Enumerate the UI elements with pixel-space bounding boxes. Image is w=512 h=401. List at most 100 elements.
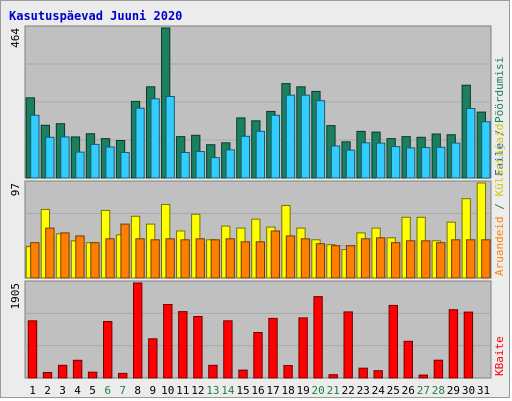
bar-faile-day-11 — [180, 152, 190, 179]
bar-aruandeid-day-26 — [406, 240, 416, 279]
bar-kbaite-day-21 — [328, 374, 338, 379]
bar-faile-day-25 — [391, 146, 401, 179]
bar-aruandeid-day-19 — [300, 238, 311, 279]
bar-kbaite-day-14 — [223, 320, 233, 379]
panel-middle-legend: Aruandeid / Külastajaid — [493, 124, 506, 276]
x-tick-label-4: 4 — [74, 384, 81, 397]
bar-kbaite-day-29 — [448, 309, 459, 379]
x-tick-label-11: 11 — [176, 384, 189, 397]
bar-faile-day-20 — [315, 100, 326, 179]
bar-aruandeid-day-5 — [90, 242, 100, 279]
bar-kbaite-day-1 — [27, 320, 38, 379]
bar-kbaite-day-13 — [208, 364, 218, 379]
bar-faile-day-23 — [360, 142, 371, 179]
bar-aruandeid-day-9 — [150, 239, 160, 279]
bar-kbaite-day-18 — [283, 365, 293, 379]
bar-kbaite-day-5 — [87, 371, 98, 379]
panel-bottom: 1905 KBaite — [9, 280, 506, 379]
bar-kbaite-day-2 — [42, 372, 53, 379]
bar-faile-day-6 — [105, 146, 115, 179]
bar-faile-day-29 — [451, 142, 461, 179]
x-tick-label-1: 1 — [29, 384, 36, 397]
bar-faile-day-12 — [195, 151, 205, 179]
x-tick-label-10: 10 — [161, 384, 174, 397]
panel-top: 464 Faile / Pöördumisi — [9, 25, 506, 179]
bar-kbaite-day-27 — [418, 374, 429, 379]
bar-aruandeid-day-7 — [120, 223, 130, 279]
legend-pöördumisi: Pöördumisi — [493, 57, 506, 123]
x-tick-label-19: 19 — [296, 384, 309, 397]
bar-faile-day-22 — [345, 149, 356, 179]
bar-kbaite-day-28 — [433, 359, 444, 379]
legend-kbaite: KBaite — [493, 336, 506, 376]
bar-aruandeid-day-11 — [180, 239, 190, 279]
x-tick-label-2: 2 — [44, 384, 51, 397]
bar-faile-day-2 — [45, 136, 55, 179]
bar-faile-day-8 — [135, 107, 145, 179]
panel-middle-ymax-label: 97 — [9, 183, 22, 196]
bar-faile-day-27 — [421, 147, 431, 179]
bar-aruandeid-day-14 — [225, 238, 235, 279]
bar-aruandeid-day-25 — [391, 242, 401, 279]
bar-aruandeid-day-3 — [60, 232, 70, 279]
bar-kbaite-day-7 — [118, 372, 128, 379]
bar-faile-day-19 — [300, 94, 311, 179]
bar-faile-day-15 — [240, 135, 250, 179]
x-tick-label-30: 30 — [462, 384, 475, 397]
x-tick-label-28: 28 — [432, 384, 445, 397]
bar-aruandeid-day-10 — [165, 238, 175, 279]
bar-aruandeid-day-30 — [466, 239, 476, 279]
panel-bottom-legend: KBaite — [493, 336, 506, 376]
bar-faile-day-30 — [466, 108, 476, 179]
chart-panels: 464 Faile / Pöördumisi 97 Aruandeid / Külas… — [9, 25, 506, 379]
x-tick-label-7: 7 — [119, 384, 126, 397]
bar-kbaite-day-12 — [193, 316, 203, 379]
bar-faile-day-21 — [330, 145, 341, 179]
chart-title: Kasutuspäevad Juuni 2020 — [9, 9, 182, 23]
bar-kbaite-day-22 — [343, 311, 353, 379]
x-tick-label-18: 18 — [281, 384, 294, 397]
legend-faile: Faile — [493, 143, 506, 176]
panel-top-ymax-label: 464 — [9, 28, 22, 48]
bar-aruandeid-day-12 — [195, 238, 205, 279]
bar-kbaite-day-26 — [403, 340, 414, 379]
x-tick-label-15: 15 — [236, 384, 249, 397]
bar-faile-day-28 — [436, 146, 446, 179]
x-tick-label-31: 31 — [477, 384, 490, 397]
x-tick-label-9: 9 — [149, 384, 156, 397]
x-tick-label-25: 25 — [387, 384, 400, 397]
bar-aruandeid-day-2 — [45, 227, 55, 279]
x-tick-label-12: 12 — [191, 384, 204, 397]
x-tick-label-6: 6 — [104, 384, 111, 397]
x-tick-label-16: 16 — [251, 384, 264, 397]
bar-aruandeid-day-31 — [481, 239, 491, 279]
bar-kbaite-day-16 — [253, 332, 263, 379]
bar-faile-day-1 — [30, 114, 40, 179]
bar-faile-day-14 — [225, 149, 235, 179]
bar-faile-day-3 — [60, 136, 70, 179]
legend-separator: / — [493, 197, 506, 217]
bar-kbaite-day-20 — [313, 296, 323, 379]
x-tick-label-21: 21 — [327, 384, 340, 397]
bar-aruandeid-day-22 — [345, 245, 356, 279]
bar-faile-day-4 — [75, 151, 85, 179]
bar-faile-day-10 — [165, 96, 175, 179]
bar-aruandeid-day-4 — [75, 235, 85, 279]
bar-kbaite-day-24 — [373, 370, 383, 379]
bar-aruandeid-day-18 — [285, 235, 296, 279]
bar-kbaite-day-23 — [358, 367, 368, 379]
bar-faile-day-9 — [150, 98, 160, 179]
bar-aruandeid-day-8 — [135, 238, 145, 279]
legend-separator: / — [493, 123, 506, 143]
x-tick-label-20: 20 — [311, 384, 324, 397]
bar-aruandeid-day-16 — [255, 241, 265, 279]
bar-aruandeid-day-24 — [376, 237, 386, 279]
bar-faile-day-24 — [376, 142, 386, 179]
x-tick-label-3: 3 — [59, 384, 66, 397]
bar-aruandeid-day-1 — [30, 242, 40, 279]
bar-faile-day-16 — [255, 130, 265, 179]
bar-aruandeid-day-23 — [360, 238, 371, 279]
x-tick-label-8: 8 — [134, 384, 141, 397]
bar-aruandeid-day-27 — [421, 240, 431, 279]
